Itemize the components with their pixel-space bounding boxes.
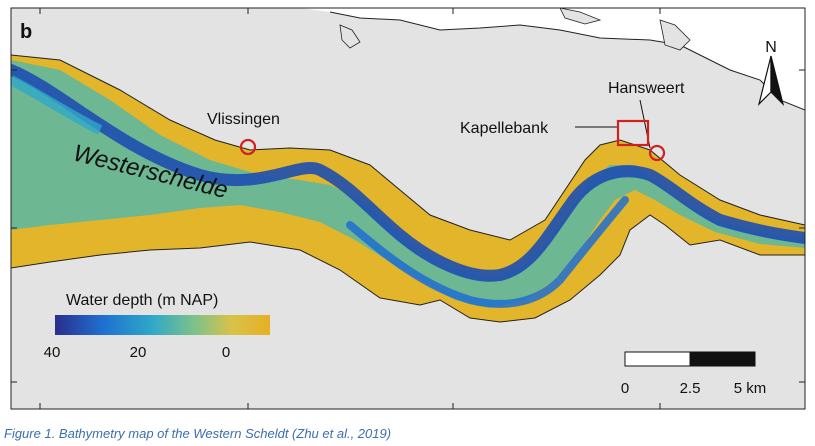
estuary-mid-depth (11, 60, 805, 308)
deep-channel-main (11, 64, 805, 282)
place-label-hansweert: Hansweert (608, 80, 685, 97)
map-frame (10, 7, 806, 410)
legend-tick-40: 40 (44, 344, 61, 361)
north-arrow: N (757, 39, 785, 106)
scale-bar-segment-black (689, 351, 756, 367)
scale-bar: 0 2.5 5 km (621, 351, 767, 397)
legend-tick-20: 20 (130, 344, 147, 361)
scale-label-2-5: 2.5 (680, 380, 701, 397)
figure-caption: Figure 1. Bathymetry map of the Western … (4, 426, 392, 441)
graticule-ticks (11, 8, 805, 409)
legend-tick-0: 0 (222, 344, 230, 361)
vlissingen-marker-icon (239, 138, 257, 156)
scale-label-5-km: 5 km (734, 380, 767, 397)
north-label: N (765, 39, 777, 56)
scale-label-0: 0 (621, 380, 629, 397)
deep-channel-secondary (346, 196, 629, 308)
kapellebank-box-icon (616, 119, 650, 147)
place-label-kapellebank: Kapellebank (460, 120, 549, 137)
estuary-shallow (11, 54, 805, 323)
bathymetry-map: b N Vlissingen Hansweert Kapellebank Wes… (10, 7, 806, 410)
depth-legend: Water depth (m NAP) 40 20 0 (44, 292, 270, 361)
legend-title: Water depth (m NAP) (66, 292, 218, 309)
panel-label: b (20, 21, 32, 43)
place-label-vlissingen: Vlissingen (207, 111, 280, 128)
coastline-north (329, 11, 805, 111)
legend-colorbar (55, 315, 270, 335)
north-arrow-right-icon (770, 55, 785, 106)
scale-bar-segment-white (624, 351, 691, 367)
hansweert-marker-icon (648, 144, 666, 162)
